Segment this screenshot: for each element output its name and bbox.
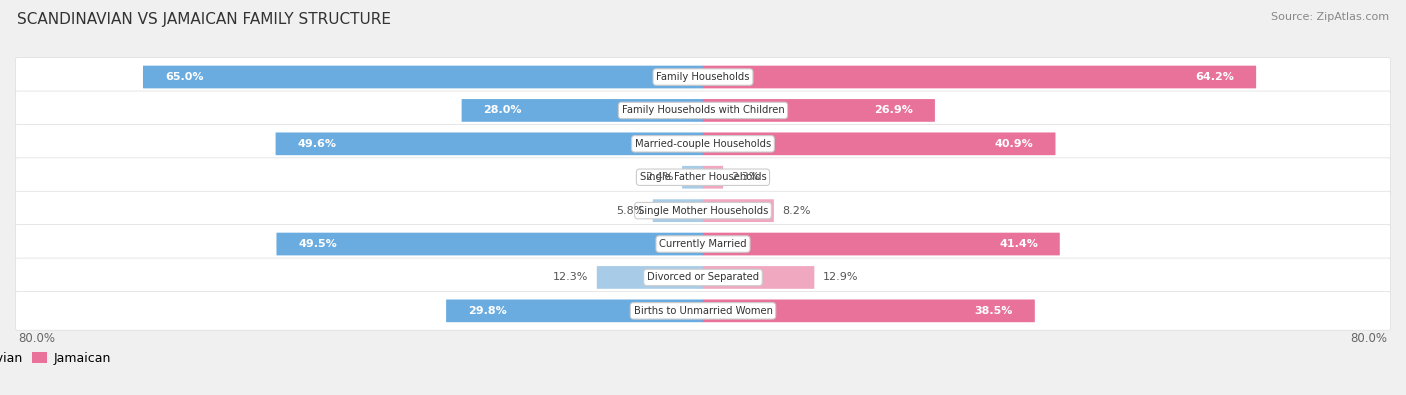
Text: 29.8%: 29.8%: [468, 306, 506, 316]
FancyBboxPatch shape: [461, 99, 703, 122]
Text: 26.9%: 26.9%: [875, 105, 912, 115]
Text: 38.5%: 38.5%: [974, 306, 1012, 316]
FancyBboxPatch shape: [276, 132, 703, 155]
Text: 64.2%: 64.2%: [1195, 72, 1234, 82]
FancyBboxPatch shape: [703, 233, 1060, 256]
FancyBboxPatch shape: [15, 292, 1391, 330]
FancyBboxPatch shape: [652, 199, 703, 222]
FancyBboxPatch shape: [15, 258, 1391, 297]
FancyBboxPatch shape: [596, 266, 703, 289]
FancyBboxPatch shape: [703, 299, 1035, 322]
FancyBboxPatch shape: [277, 233, 703, 256]
Text: Source: ZipAtlas.com: Source: ZipAtlas.com: [1271, 12, 1389, 22]
FancyBboxPatch shape: [446, 299, 703, 322]
Text: Married-couple Households: Married-couple Households: [636, 139, 770, 149]
Text: 2.3%: 2.3%: [731, 172, 759, 182]
FancyBboxPatch shape: [703, 199, 773, 222]
FancyBboxPatch shape: [15, 225, 1391, 263]
Text: 40.9%: 40.9%: [995, 139, 1033, 149]
Text: 49.5%: 49.5%: [298, 239, 337, 249]
Text: 8.2%: 8.2%: [782, 206, 811, 216]
FancyBboxPatch shape: [682, 166, 703, 188]
FancyBboxPatch shape: [15, 58, 1391, 96]
FancyBboxPatch shape: [703, 99, 935, 122]
Text: 41.4%: 41.4%: [1000, 239, 1038, 249]
FancyBboxPatch shape: [15, 191, 1391, 230]
Text: SCANDINAVIAN VS JAMAICAN FAMILY STRUCTURE: SCANDINAVIAN VS JAMAICAN FAMILY STRUCTUR…: [17, 12, 391, 27]
Text: 12.9%: 12.9%: [823, 273, 858, 282]
FancyBboxPatch shape: [15, 91, 1391, 130]
Text: 5.8%: 5.8%: [616, 206, 644, 216]
Text: Births to Unmarried Women: Births to Unmarried Women: [634, 306, 772, 316]
Text: Divorced or Separated: Divorced or Separated: [647, 273, 759, 282]
FancyBboxPatch shape: [143, 66, 703, 88]
FancyBboxPatch shape: [15, 158, 1391, 197]
Text: 80.0%: 80.0%: [1351, 332, 1388, 345]
Text: Family Households: Family Households: [657, 72, 749, 82]
Text: Currently Married: Currently Married: [659, 239, 747, 249]
FancyBboxPatch shape: [703, 132, 1056, 155]
FancyBboxPatch shape: [703, 66, 1256, 88]
Text: 28.0%: 28.0%: [484, 105, 522, 115]
Text: Family Households with Children: Family Households with Children: [621, 105, 785, 115]
Text: 80.0%: 80.0%: [18, 332, 55, 345]
FancyBboxPatch shape: [703, 266, 814, 289]
Text: 12.3%: 12.3%: [553, 273, 589, 282]
Text: 65.0%: 65.0%: [165, 72, 204, 82]
Text: Single Mother Households: Single Mother Households: [638, 206, 768, 216]
Legend: Scandinavian, Jamaican: Scandinavian, Jamaican: [0, 352, 111, 365]
FancyBboxPatch shape: [703, 166, 723, 188]
FancyBboxPatch shape: [15, 124, 1391, 163]
Text: 2.4%: 2.4%: [645, 172, 673, 182]
Text: Single Father Households: Single Father Households: [640, 172, 766, 182]
Text: 49.6%: 49.6%: [298, 139, 336, 149]
